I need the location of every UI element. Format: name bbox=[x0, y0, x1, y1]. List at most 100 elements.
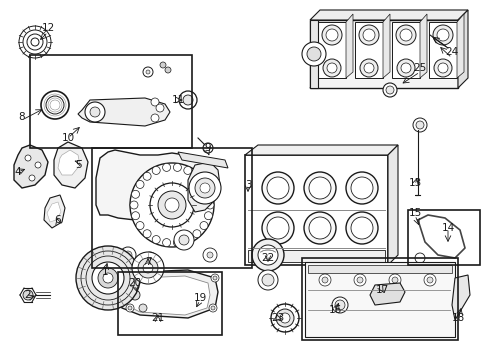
Polygon shape bbox=[14, 145, 48, 188]
Circle shape bbox=[334, 300, 345, 310]
Circle shape bbox=[206, 252, 213, 258]
Circle shape bbox=[46, 96, 64, 114]
Circle shape bbox=[415, 121, 423, 129]
Circle shape bbox=[147, 255, 153, 261]
Circle shape bbox=[128, 280, 136, 288]
Circle shape bbox=[131, 212, 139, 220]
Text: 1: 1 bbox=[102, 267, 108, 277]
Polygon shape bbox=[456, 14, 463, 78]
Text: 17: 17 bbox=[375, 285, 388, 295]
Circle shape bbox=[270, 304, 298, 332]
Text: 14: 14 bbox=[441, 223, 454, 233]
Circle shape bbox=[399, 29, 411, 41]
Text: 23: 23 bbox=[271, 313, 284, 323]
Circle shape bbox=[400, 63, 410, 73]
Circle shape bbox=[130, 201, 138, 209]
Circle shape bbox=[151, 114, 159, 122]
Circle shape bbox=[396, 59, 414, 77]
Circle shape bbox=[143, 230, 151, 238]
Polygon shape bbox=[187, 162, 220, 212]
Circle shape bbox=[146, 70, 150, 74]
Circle shape bbox=[130, 282, 134, 286]
Circle shape bbox=[213, 276, 217, 280]
Circle shape bbox=[81, 251, 135, 305]
Circle shape bbox=[437, 63, 447, 73]
Text: 16: 16 bbox=[328, 305, 341, 315]
Polygon shape bbox=[44, 195, 65, 228]
Circle shape bbox=[280, 313, 289, 323]
Circle shape bbox=[183, 235, 191, 244]
Text: 10: 10 bbox=[61, 133, 74, 143]
Bar bbox=[244, 155, 387, 265]
Circle shape bbox=[23, 290, 33, 300]
Text: 6: 6 bbox=[55, 215, 61, 225]
Circle shape bbox=[426, 277, 432, 283]
Circle shape bbox=[359, 59, 377, 77]
Bar bbox=[309, 20, 457, 88]
Circle shape bbox=[432, 25, 452, 45]
Polygon shape bbox=[391, 22, 419, 78]
Circle shape bbox=[25, 155, 31, 161]
Circle shape bbox=[162, 239, 170, 247]
Circle shape bbox=[266, 217, 288, 239]
Polygon shape bbox=[178, 152, 227, 168]
Circle shape bbox=[143, 252, 156, 264]
Circle shape bbox=[385, 86, 393, 94]
Circle shape bbox=[192, 230, 201, 238]
Circle shape bbox=[275, 309, 293, 327]
Circle shape bbox=[363, 63, 373, 73]
Circle shape bbox=[262, 274, 273, 286]
Circle shape bbox=[304, 212, 335, 244]
Circle shape bbox=[423, 274, 435, 286]
Circle shape bbox=[189, 172, 221, 204]
Polygon shape bbox=[369, 283, 404, 305]
Circle shape bbox=[414, 253, 424, 263]
Circle shape bbox=[29, 175, 35, 181]
Polygon shape bbox=[382, 14, 389, 78]
Circle shape bbox=[208, 304, 217, 312]
Circle shape bbox=[412, 118, 426, 132]
Circle shape bbox=[433, 59, 451, 77]
Circle shape bbox=[130, 290, 140, 300]
Text: 25: 25 bbox=[412, 63, 426, 73]
Text: 8: 8 bbox=[19, 112, 25, 122]
Polygon shape bbox=[96, 150, 218, 228]
Circle shape bbox=[346, 212, 377, 244]
Circle shape bbox=[120, 247, 136, 263]
Circle shape bbox=[350, 217, 372, 239]
Circle shape bbox=[156, 104, 163, 112]
Text: 15: 15 bbox=[407, 208, 421, 218]
Circle shape bbox=[436, 29, 448, 41]
Circle shape bbox=[358, 25, 378, 45]
Circle shape bbox=[356, 277, 362, 283]
Text: 4: 4 bbox=[15, 167, 21, 177]
Circle shape bbox=[152, 235, 160, 244]
Circle shape bbox=[143, 172, 151, 180]
Circle shape bbox=[308, 217, 330, 239]
Text: 11: 11 bbox=[171, 95, 184, 105]
Polygon shape bbox=[354, 22, 382, 78]
Bar bbox=[407, 210, 479, 265]
Polygon shape bbox=[309, 78, 464, 88]
Circle shape bbox=[200, 180, 207, 188]
Circle shape bbox=[331, 297, 347, 313]
Polygon shape bbox=[124, 276, 209, 315]
Polygon shape bbox=[419, 14, 426, 78]
Circle shape bbox=[200, 183, 209, 193]
Circle shape bbox=[173, 163, 181, 171]
Circle shape bbox=[323, 59, 340, 77]
Circle shape bbox=[174, 230, 194, 250]
Circle shape bbox=[306, 47, 320, 61]
Circle shape bbox=[150, 183, 194, 227]
Circle shape bbox=[85, 102, 105, 122]
Circle shape bbox=[160, 62, 165, 68]
Circle shape bbox=[262, 172, 293, 204]
Circle shape bbox=[346, 172, 377, 204]
Bar bbox=[307, 265, 451, 273]
Text: 20: 20 bbox=[128, 278, 141, 288]
Polygon shape bbox=[387, 145, 397, 265]
Bar bbox=[247, 250, 384, 262]
Circle shape bbox=[164, 198, 179, 212]
Circle shape bbox=[131, 190, 139, 198]
Text: 2: 2 bbox=[24, 290, 31, 300]
